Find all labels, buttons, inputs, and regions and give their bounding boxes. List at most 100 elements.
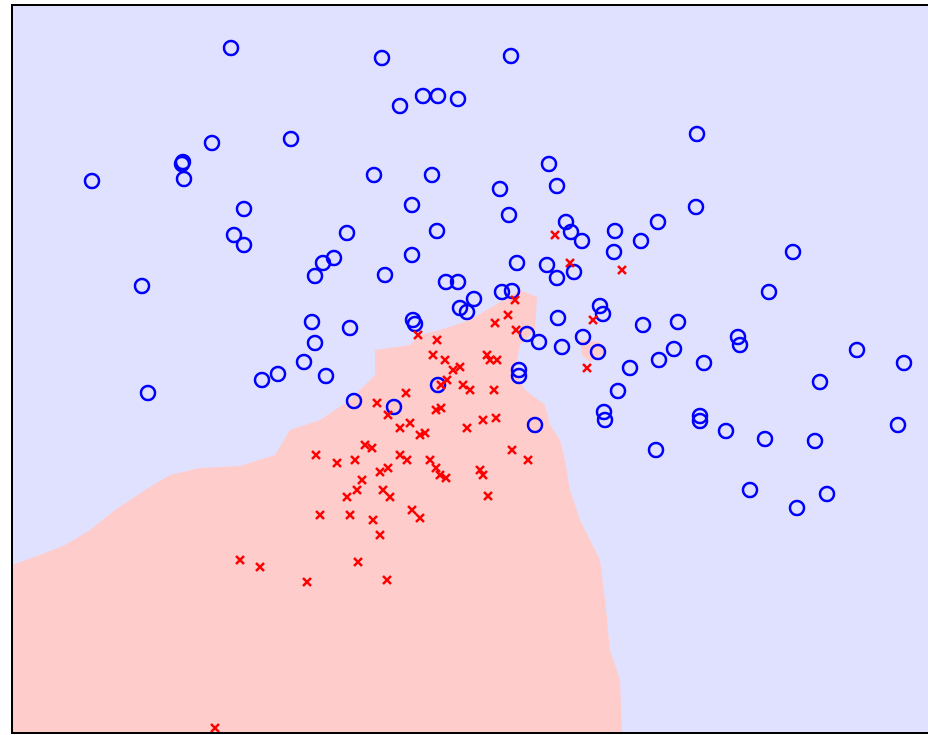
cross-point bbox=[442, 375, 452, 385]
cross-point bbox=[210, 723, 220, 733]
cross-point bbox=[405, 418, 415, 428]
circle-point bbox=[691, 407, 709, 425]
circle-point bbox=[621, 359, 639, 377]
cross-point bbox=[375, 467, 385, 477]
circle-point bbox=[788, 499, 806, 517]
cross-point bbox=[492, 355, 502, 365]
circle-point bbox=[553, 338, 571, 356]
circle-point bbox=[225, 226, 243, 244]
circle-point bbox=[632, 232, 650, 250]
circle-point bbox=[203, 134, 221, 152]
circle-point bbox=[458, 303, 476, 321]
cross-point bbox=[345, 510, 355, 520]
circle-point bbox=[314, 254, 332, 272]
circle-point bbox=[596, 411, 614, 429]
circle-point bbox=[540, 155, 558, 173]
circle-point bbox=[376, 266, 394, 284]
circle-point bbox=[669, 313, 687, 331]
circle-point bbox=[665, 340, 683, 358]
circle-point bbox=[595, 403, 613, 421]
cross-point bbox=[395, 423, 405, 433]
circle-point bbox=[493, 283, 511, 301]
cross-point bbox=[431, 463, 441, 473]
cross-point bbox=[462, 423, 472, 433]
cross-point bbox=[478, 415, 488, 425]
circle-point bbox=[695, 354, 713, 372]
cross-point bbox=[350, 455, 360, 465]
cross-point bbox=[436, 403, 446, 413]
marks bbox=[83, 39, 913, 733]
circle-point bbox=[306, 334, 324, 352]
cross-point bbox=[523, 455, 533, 465]
circle-point bbox=[573, 232, 591, 250]
cross-point bbox=[483, 491, 493, 501]
circle-point bbox=[222, 39, 240, 57]
circle-point bbox=[341, 319, 359, 337]
cross-point bbox=[352, 485, 362, 495]
circle-point bbox=[565, 263, 583, 281]
circle-point bbox=[806, 432, 824, 450]
circle-point bbox=[760, 283, 778, 301]
circle-point bbox=[549, 309, 567, 327]
cross-point bbox=[413, 330, 423, 340]
circle-point bbox=[345, 392, 363, 410]
cross-point bbox=[407, 505, 417, 515]
cross-point bbox=[432, 335, 442, 345]
cross-point bbox=[378, 485, 388, 495]
cross-point bbox=[367, 443, 377, 453]
circle-point bbox=[526, 416, 544, 434]
circle-point bbox=[295, 353, 313, 371]
circle-point bbox=[895, 354, 913, 372]
circle-point bbox=[731, 336, 749, 354]
circle-point bbox=[428, 222, 446, 240]
cross-point bbox=[617, 265, 627, 275]
circle-point bbox=[647, 441, 665, 459]
cross-point bbox=[489, 385, 499, 395]
circle-point bbox=[429, 87, 447, 105]
cross-point bbox=[550, 230, 560, 240]
circle-point bbox=[609, 382, 627, 400]
cross-point bbox=[382, 575, 392, 585]
cross-point bbox=[401, 388, 411, 398]
circle-point bbox=[605, 243, 623, 261]
circle-point bbox=[606, 222, 624, 240]
cross-point bbox=[357, 475, 367, 485]
cross-point bbox=[368, 515, 378, 525]
cross-point bbox=[588, 315, 598, 325]
circle-point bbox=[548, 269, 566, 287]
circle-point bbox=[502, 47, 520, 65]
cross-point bbox=[475, 465, 485, 475]
circle-point bbox=[306, 267, 324, 285]
circle-point bbox=[465, 290, 483, 308]
circle-point bbox=[385, 398, 403, 416]
circle-point bbox=[594, 305, 612, 323]
cross-point bbox=[428, 350, 438, 360]
circle-point bbox=[818, 485, 836, 503]
cross-point bbox=[441, 473, 451, 483]
cross-point bbox=[491, 413, 501, 423]
circle-point bbox=[403, 246, 421, 264]
circle-point bbox=[510, 367, 528, 385]
circle-point bbox=[175, 170, 193, 188]
circle-point bbox=[538, 256, 556, 274]
cross-point bbox=[565, 258, 575, 268]
cross-point bbox=[511, 325, 521, 335]
circle-point bbox=[133, 277, 151, 295]
cross-point bbox=[415, 513, 425, 523]
circle-point bbox=[139, 384, 157, 402]
circle-point bbox=[811, 373, 829, 391]
circle-point bbox=[338, 224, 356, 242]
cross-point bbox=[435, 470, 445, 480]
circle-point bbox=[591, 297, 609, 315]
cross-point bbox=[235, 555, 245, 565]
cross-point bbox=[482, 350, 492, 360]
cross-point bbox=[455, 362, 465, 372]
circle-point bbox=[403, 196, 421, 214]
cross-point bbox=[311, 450, 321, 460]
circle-point bbox=[83, 172, 101, 190]
cross-point bbox=[372, 398, 382, 408]
circle-point bbox=[784, 243, 802, 261]
circle-point bbox=[508, 254, 526, 272]
cross-point bbox=[425, 455, 435, 465]
cross-point bbox=[332, 458, 342, 468]
